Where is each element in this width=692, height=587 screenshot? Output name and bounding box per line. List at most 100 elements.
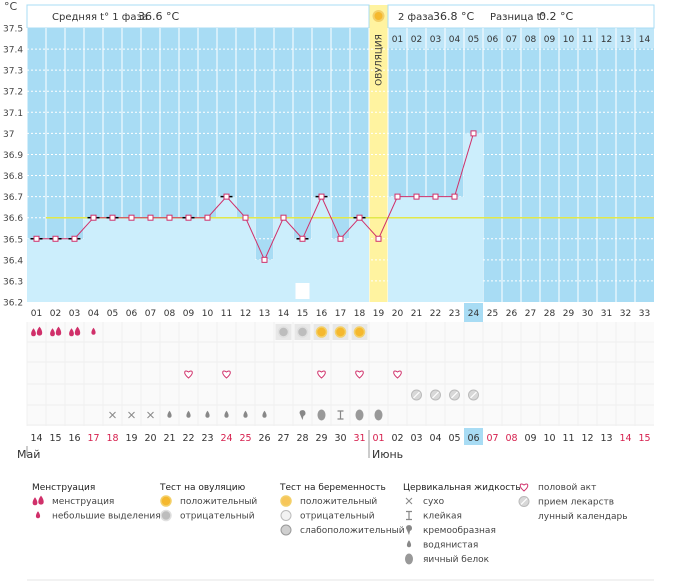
dry-icon <box>109 411 116 419</box>
cycle-day-label: 03 <box>69 309 80 319</box>
positive-test-icon <box>334 326 347 338</box>
legend-item-label: лунный календарь <box>538 512 628 522</box>
menstruation-icon <box>32 497 38 506</box>
cycle-day-label: 33 <box>639 309 650 319</box>
phase2-day-label: 05 <box>468 35 479 45</box>
temperature-bar <box>217 196 236 302</box>
legend-item-label: слабоположительный <box>300 526 405 536</box>
cycle-day-label: 15 <box>297 309 308 319</box>
calendar-day-label: 06 <box>467 433 479 444</box>
cycle-day-label: 10 <box>202 309 214 319</box>
cycle-day-label: 24 <box>468 309 480 319</box>
cycle-day-label: 22 <box>430 309 441 319</box>
temperature-point[interactable] <box>470 130 477 137</box>
temperature-point[interactable] <box>280 214 287 221</box>
temperature-point[interactable] <box>432 193 439 200</box>
y-tick-label: 36.6 <box>3 214 23 224</box>
temperature-point[interactable] <box>375 235 382 242</box>
legend-item-label: яичный белок <box>423 555 490 565</box>
negative-test-icon <box>160 509 172 522</box>
temperature-point[interactable] <box>90 214 97 221</box>
dry-icon <box>147 411 154 419</box>
cycle-day-label: 08 <box>164 309 176 319</box>
phase2-day-label: 09 <box>544 35 556 45</box>
cycle-day-label: 01 <box>31 309 42 319</box>
temperature-bar <box>160 217 179 302</box>
negative-test-icon <box>277 326 290 338</box>
phase2-day-label: 10 <box>563 35 575 45</box>
temperature-point[interactable] <box>71 235 78 242</box>
today-highlight-top <box>464 303 483 322</box>
phase2-day-label: 06 <box>487 35 499 45</box>
creamy-icon <box>299 410 306 420</box>
cycle-day-label: 14 <box>278 309 290 319</box>
legend-title: Тест на овуляцию <box>159 483 246 493</box>
temperature-bar <box>84 217 103 302</box>
temperature-point[interactable] <box>223 193 230 200</box>
temperature-bar <box>236 217 255 302</box>
calendar-day-label: 19 <box>125 433 137 444</box>
legend-title: Цервикальная жидкость <box>403 483 521 493</box>
calendar-day-label: 10 <box>543 433 555 444</box>
calendar-day-label: 05 <box>448 433 460 444</box>
pill-icon-line <box>451 391 458 399</box>
cycle-day-label: 05 <box>107 309 118 319</box>
temperature-point[interactable] <box>356 214 363 221</box>
temperature-point[interactable] <box>394 193 401 200</box>
heart-icon <box>519 483 529 492</box>
watery-icon <box>205 410 210 418</box>
cycle-day-label: 04 <box>88 309 100 319</box>
temperature-point[interactable] <box>337 235 344 242</box>
legend-item-label: небольшие выделения <box>52 512 161 522</box>
temperature-point[interactable] <box>128 214 135 221</box>
temperature-bar <box>312 196 331 302</box>
temperature-point[interactable] <box>33 235 40 242</box>
sticky-icon <box>337 410 344 420</box>
legend-item-label: кремообразная <box>423 526 496 536</box>
temperature-point[interactable] <box>109 214 116 221</box>
phase2-day-label: 07 <box>506 35 517 45</box>
calendar-day-label: 14 <box>619 433 631 444</box>
calendar-day-label: 20 <box>144 433 156 444</box>
phase2-label: 2 фаза <box>398 12 434 23</box>
cycle-day-label: 13 <box>259 309 270 319</box>
phase1-label: Средняя t° 1 фаза <box>52 12 148 23</box>
temperature-point[interactable] <box>299 235 306 242</box>
phase2-day-label: 03 <box>430 35 441 45</box>
calendar-day-label: 17 <box>87 433 99 444</box>
pill-icon-line <box>470 391 477 399</box>
temperature-point[interactable] <box>147 214 154 221</box>
temperature-bar <box>65 238 84 302</box>
legend-item-label: половой акт <box>538 483 596 493</box>
calendar-day-label: 16 <box>68 433 80 444</box>
calendar-day-label: 03 <box>410 433 422 444</box>
temperature-point[interactable] <box>52 235 59 242</box>
menstruation-icon <box>31 328 36 337</box>
temperature-point[interactable] <box>261 256 268 263</box>
preg-negative-icon <box>280 510 292 521</box>
temperature-point[interactable] <box>185 214 192 221</box>
temperature-point[interactable] <box>451 193 458 200</box>
pill-icon-line <box>432 391 439 399</box>
phase2-day-label: 11 <box>582 35 593 45</box>
temperature-point[interactable] <box>166 214 173 221</box>
phase2-day-label: 08 <box>525 35 537 45</box>
y-tick-label: 37.5 <box>3 25 23 35</box>
calendar-day-label: 07 <box>486 433 498 444</box>
y-tick-label: 37.1 <box>3 109 23 119</box>
temperature-point[interactable] <box>204 214 211 221</box>
cycle-day-label: 18 <box>354 309 366 319</box>
temperature-point[interactable] <box>413 193 420 200</box>
y-tick-label: 36.2 <box>3 299 23 309</box>
calendar-day-label: 14 <box>30 433 42 444</box>
calendar-day-label: 25 <box>239 433 251 444</box>
pill-icon-line <box>413 391 420 399</box>
cycle-day-label: 25 <box>487 309 498 319</box>
menstruation-icon <box>50 328 55 337</box>
cycle-day-label: 07 <box>145 309 156 319</box>
temperature-point[interactable] <box>318 193 325 200</box>
creamy-icon <box>406 525 412 535</box>
month-label: Май <box>17 448 40 461</box>
calendar-day-label: 18 <box>106 433 118 444</box>
temperature-point[interactable] <box>242 214 249 221</box>
